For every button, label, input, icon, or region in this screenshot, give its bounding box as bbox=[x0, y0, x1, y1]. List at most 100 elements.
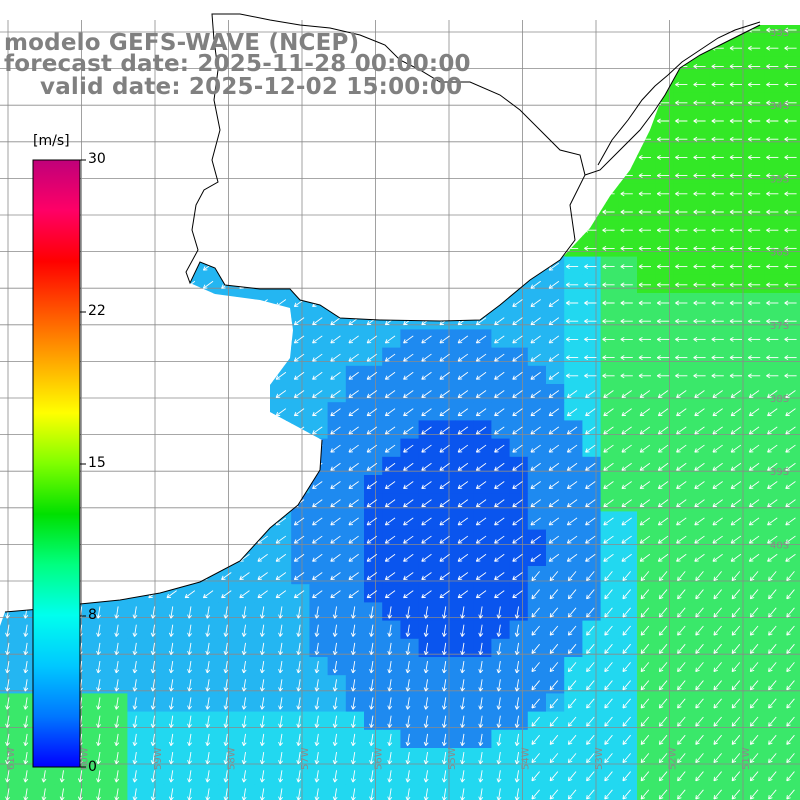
wind-arrow bbox=[366, 426, 378, 435]
wind-arrow bbox=[567, 662, 577, 673]
wind-arrow bbox=[475, 535, 487, 544]
wind-arrow bbox=[403, 462, 414, 471]
field-cell bbox=[637, 329, 656, 349]
wind-arrow bbox=[512, 462, 523, 471]
wind-arrow bbox=[384, 408, 396, 417]
field-cell bbox=[546, 584, 565, 603]
wind-arrow bbox=[675, 100, 688, 106]
wind-arrow bbox=[369, 624, 374, 637]
wind-arrow bbox=[421, 444, 432, 453]
lat-lon-grid bbox=[0, 20, 800, 800]
wind-arrow bbox=[460, 606, 465, 619]
wind-arrow bbox=[565, 355, 579, 361]
wind-arrow bbox=[620, 300, 633, 306]
wind-arrow bbox=[530, 444, 541, 453]
colorbar bbox=[32, 159, 86, 768]
wind-arrow bbox=[711, 82, 724, 88]
wind-arrow bbox=[767, 408, 778, 417]
field-cell bbox=[382, 602, 401, 622]
field-cell bbox=[691, 111, 711, 130]
wind-arrow bbox=[603, 499, 614, 508]
wind-arrow bbox=[768, 753, 777, 764]
field-cell bbox=[0, 657, 19, 676]
field-cell bbox=[455, 693, 474, 713]
wind-arrow bbox=[366, 572, 378, 580]
field-cell bbox=[127, 766, 147, 785]
field-cell bbox=[764, 38, 784, 57]
colorbar-tick-label: 22 bbox=[88, 303, 106, 319]
field-cell bbox=[273, 766, 292, 785]
wind-arrow bbox=[478, 624, 484, 637]
field-cell bbox=[782, 74, 800, 94]
wind-arrow bbox=[348, 408, 359, 417]
wind-arrow bbox=[330, 408, 341, 417]
wind-arrow bbox=[514, 715, 520, 728]
wind-arrow bbox=[656, 118, 670, 124]
wind-arrow bbox=[638, 264, 651, 270]
field-cell bbox=[728, 729, 747, 749]
field-cell bbox=[691, 766, 711, 785]
field-cell bbox=[546, 566, 565, 585]
wind-arrow bbox=[675, 82, 688, 88]
wind-arrow bbox=[622, 716, 631, 727]
field-cell bbox=[400, 748, 420, 767]
wind-arrow bbox=[312, 517, 323, 526]
wind-arrow bbox=[584, 355, 597, 361]
wind-arrow bbox=[439, 371, 450, 380]
field-cell bbox=[327, 693, 347, 713]
field-cell bbox=[673, 293, 693, 312]
field-cell bbox=[491, 766, 511, 785]
field-cell bbox=[709, 238, 729, 258]
wind-arrow bbox=[150, 624, 156, 637]
wind-arrow bbox=[384, 353, 396, 362]
wind-arrow bbox=[494, 335, 505, 344]
wind-arrow bbox=[767, 553, 778, 562]
wind-arrow bbox=[747, 373, 761, 379]
field-cell bbox=[564, 365, 583, 385]
field-cell bbox=[746, 566, 765, 585]
field-cell bbox=[582, 329, 602, 349]
field-cell bbox=[673, 638, 693, 658]
wind-arrow bbox=[205, 770, 211, 783]
wind-arrow bbox=[585, 426, 596, 435]
field-cell bbox=[473, 784, 492, 800]
field-cell bbox=[764, 657, 784, 676]
field-cell bbox=[400, 693, 420, 713]
wind-arrow bbox=[768, 643, 777, 654]
wind-arrow bbox=[348, 535, 359, 544]
field-cell bbox=[691, 311, 711, 330]
field-cell bbox=[218, 766, 238, 785]
field-cell bbox=[236, 638, 256, 658]
wind-arrow bbox=[730, 553, 742, 562]
field-cell bbox=[782, 365, 800, 385]
wind-arrow bbox=[366, 517, 378, 526]
wind-arrow bbox=[713, 753, 722, 764]
field-cell bbox=[764, 202, 784, 221]
wind-arrow bbox=[439, 462, 450, 471]
wind-arrow bbox=[296, 679, 302, 692]
wind-arrow bbox=[332, 697, 338, 710]
wind-arrow bbox=[366, 462, 378, 471]
wind-arrow bbox=[656, 227, 670, 233]
wind-arrow bbox=[168, 624, 174, 637]
wind-arrow bbox=[384, 444, 396, 453]
wind-arrow bbox=[766, 118, 779, 124]
wind-arrow bbox=[677, 771, 686, 782]
field-cell bbox=[291, 748, 310, 767]
field-cell bbox=[691, 365, 711, 385]
wind-arrow bbox=[638, 373, 651, 379]
wind-arrow bbox=[711, 264, 724, 270]
wind-arrow bbox=[403, 408, 414, 417]
wind-arrow bbox=[187, 642, 192, 656]
wind-arrow bbox=[421, 426, 432, 435]
wind-arrow bbox=[565, 373, 579, 379]
wind-arrow bbox=[768, 662, 777, 673]
wind-arrow bbox=[711, 318, 724, 324]
field-cell bbox=[182, 711, 201, 731]
wind-arrow bbox=[96, 697, 101, 710]
field-cell bbox=[418, 602, 438, 622]
field-cell bbox=[382, 620, 401, 640]
wind-arrow bbox=[584, 300, 597, 306]
field-cell bbox=[200, 711, 219, 731]
wind-arrow bbox=[748, 481, 760, 489]
